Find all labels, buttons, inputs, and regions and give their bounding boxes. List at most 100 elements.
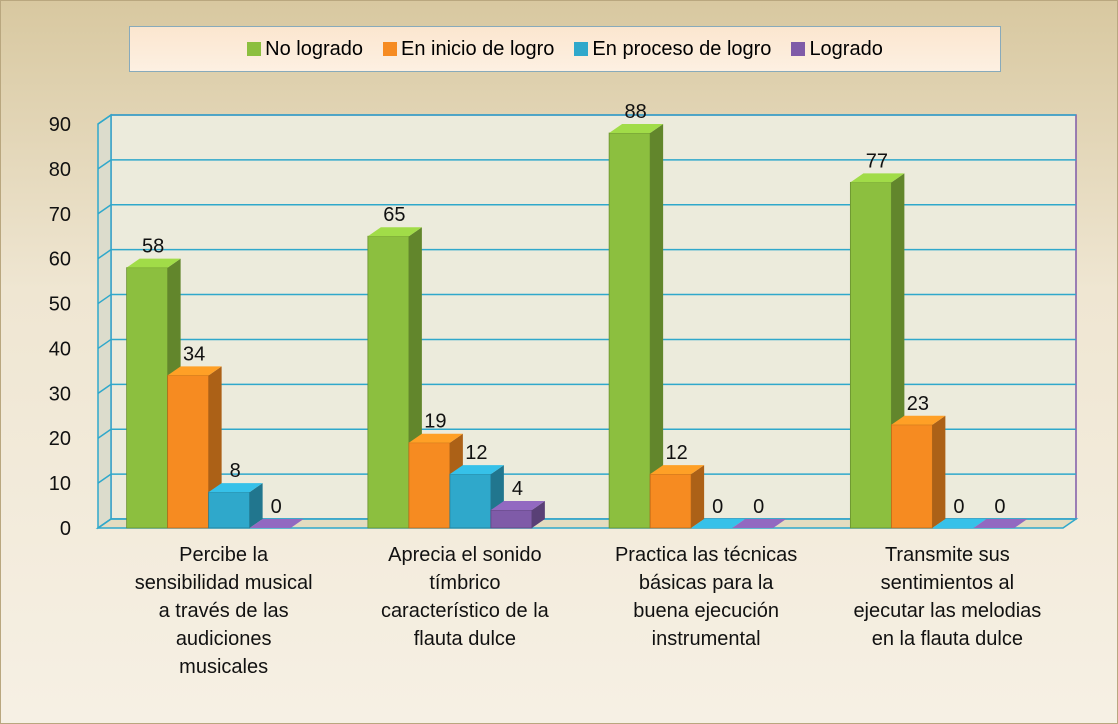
grid-line-side: [97, 204, 112, 215]
bar-top: [650, 465, 705, 475]
data-label: 88: [625, 101, 647, 123]
bar-side: [650, 123, 664, 528]
bar: [691, 519, 746, 528]
bar-top: [609, 123, 664, 133]
legend-label: Logrado: [809, 37, 883, 60]
bar: [890, 415, 946, 529]
y-tick-label: 50: [49, 294, 71, 316]
side-wall: [97, 113, 112, 530]
bar: [490, 501, 545, 529]
bar-top: [932, 519, 987, 528]
data-label: 77: [866, 150, 888, 172]
bar-side: [249, 483, 263, 528]
y-tick-label: 60: [49, 249, 71, 271]
legend-item: En proceso de logro: [574, 38, 771, 61]
bar-top: [408, 433, 463, 443]
grid-line-side: [97, 383, 112, 394]
bar-top: [732, 519, 787, 528]
bar-top: [691, 519, 746, 528]
bar-top: [367, 227, 422, 237]
grid-line-side: [97, 249, 112, 260]
data-label: 0: [994, 496, 1005, 518]
grid-line-side: [97, 293, 112, 305]
bar-front: [408, 442, 451, 529]
bar-side: [531, 501, 545, 528]
data-label: 4: [512, 478, 523, 500]
data-label: 58: [142, 236, 164, 258]
y-tick-label: 80: [49, 159, 71, 181]
data-label: 8: [230, 460, 241, 482]
grid-line-side: [97, 428, 112, 439]
data-label: 0: [753, 496, 764, 518]
bar: [167, 366, 222, 529]
bar-front: [367, 235, 410, 529]
bar-top: [490, 501, 545, 511]
bar-front: [608, 132, 651, 529]
bar-top: [126, 258, 181, 268]
bar-side: [932, 415, 946, 528]
bar-front: [449, 473, 492, 529]
bar: [249, 519, 304, 528]
grid-line-side: [97, 473, 112, 484]
y-tick-label: 70: [49, 204, 71, 226]
bar-front: [890, 424, 933, 529]
legend-swatch: [574, 42, 589, 56]
x-tick-label: Aprecia el sonido tímbrico característic…: [380, 544, 549, 650]
bar-top: [167, 366, 222, 376]
bar-top: [973, 519, 1028, 528]
bar-top: [208, 483, 263, 493]
x-tick-label: Practica las técnicas básicas para la bu…: [614, 544, 798, 650]
data-label: 12: [465, 442, 487, 464]
bar-front: [490, 509, 533, 529]
data-label: 19: [424, 411, 446, 433]
data-label: 12: [666, 442, 688, 464]
legend-label: En inicio de logro: [400, 37, 555, 60]
data-label: 23: [907, 393, 929, 415]
y-tick-label: 0: [60, 518, 71, 540]
grid-line-side: [97, 338, 112, 350]
bar-side: [691, 465, 705, 528]
data-label: 65: [383, 204, 405, 226]
bar: [608, 123, 664, 529]
grid-line-side: [97, 518, 112, 529]
y-tick-label: 10: [49, 473, 71, 495]
data-label: 0: [712, 496, 723, 518]
legend-swatch: [791, 42, 806, 56]
bar-front: [126, 267, 169, 529]
data-label: 0: [271, 496, 282, 518]
bar-top: [249, 519, 304, 528]
bar-front: [167, 374, 210, 529]
legend-label: En proceso de logro: [592, 37, 772, 60]
bar-front: [849, 181, 892, 529]
bar: [932, 519, 987, 528]
data-label: 0: [953, 496, 964, 518]
bar: [208, 483, 263, 529]
bar: [408, 433, 463, 529]
y-tick-label: 90: [49, 114, 71, 136]
x-tick-label: Transmite sus sentimientos al ejecutar l…: [853, 544, 1042, 650]
grid-line-side: [97, 159, 112, 170]
bar-front: [208, 491, 251, 529]
x-tick-label: Percibe la sensibilidad musical a través…: [134, 544, 313, 678]
bar-front: [649, 473, 692, 529]
bar: [732, 519, 787, 528]
grid-line-side: [97, 114, 112, 125]
legend-item: No logrado: [247, 38, 363, 61]
bar: [649, 465, 705, 529]
bar: [973, 519, 1028, 528]
legend-label: No logrado: [265, 37, 363, 60]
y-tick-label: 40: [49, 338, 71, 360]
bar-top: [891, 415, 946, 425]
y-tick-label: 30: [49, 383, 71, 405]
legend-item: Logrado: [791, 37, 883, 61]
bar-top: [449, 465, 504, 475]
legend-item: En inicio de logro: [382, 37, 555, 61]
bar-top: [850, 173, 905, 183]
legend-swatch: [382, 42, 397, 56]
y-tick-label: 20: [49, 428, 71, 450]
data-label: 34: [183, 343, 205, 365]
legend-swatch: [247, 42, 262, 56]
legend: No logrado En inicio de logro En proceso d…: [129, 26, 1001, 72]
